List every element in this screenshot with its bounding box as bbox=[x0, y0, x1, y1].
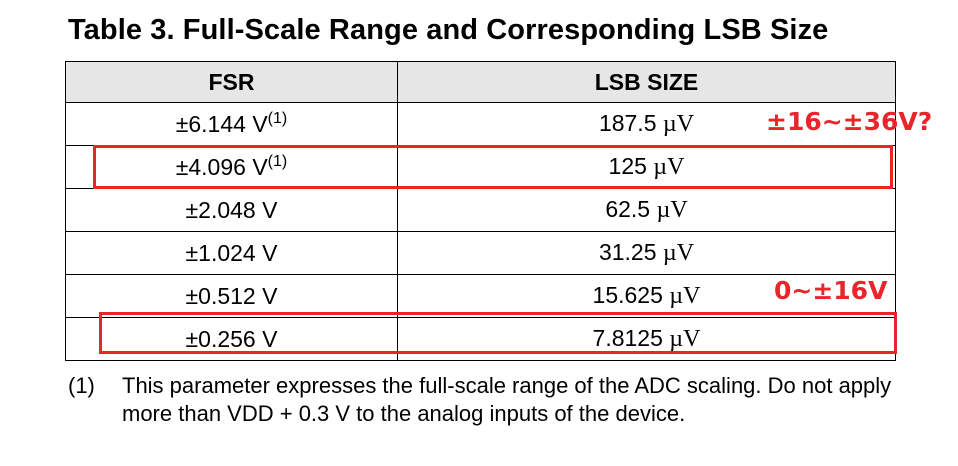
lsb-value: 187.5 bbox=[598, 110, 657, 136]
lsb-cell: 31.25 µV bbox=[397, 231, 896, 275]
annotation-low-range: 0~±16V bbox=[774, 276, 888, 305]
table-row: ±2.048 V 62.5 µV bbox=[65, 188, 896, 232]
fsr-value: ±4.096 V bbox=[175, 153, 268, 180]
lsb-unit: µV bbox=[656, 197, 688, 223]
lsb-value: 15.625 bbox=[592, 282, 663, 308]
lsb-unit: µV bbox=[662, 111, 695, 137]
table-header-row: FSR LSB SIZE bbox=[65, 61, 896, 103]
fsr-table: FSR LSB SIZE ±6.144 V(1) 187.5 µV ±4.096… bbox=[65, 61, 896, 361]
lsb-value: 125 bbox=[608, 153, 647, 179]
fsr-value: ±6.144 V bbox=[175, 110, 268, 137]
lsb-cell: 62.5 µV bbox=[397, 188, 896, 232]
annotation-high-range: ±16~±36V? bbox=[766, 107, 933, 136]
fsr-cell: ±6.144 V(1) bbox=[65, 102, 398, 146]
lsb-cell: 125 µV bbox=[397, 145, 896, 189]
lsb-value: 62.5 bbox=[605, 196, 651, 222]
table-title: Table 3. Full-Scale Range and Correspond… bbox=[68, 14, 829, 46]
column-header-fsr: FSR bbox=[65, 61, 398, 103]
footnote-ref: (1) bbox=[267, 109, 288, 127]
fsr-cell: ±1.024 V bbox=[65, 231, 398, 275]
lsb-value: 7.8125 bbox=[592, 325, 663, 351]
footnote-number: (1) bbox=[68, 373, 95, 398]
highlight-box-4096 bbox=[93, 145, 893, 189]
lsb-unit: µV bbox=[662, 240, 695, 266]
fsr-value: ±0.512 V bbox=[185, 282, 278, 309]
table-row: ±1.024 V 31.25 µV bbox=[65, 231, 896, 275]
table-row: ±0.512 V 15.625 µV bbox=[65, 274, 896, 318]
footnote-text: This parameter expresses the full-scale … bbox=[122, 373, 892, 426]
fsr-value: ±0.256 V bbox=[185, 325, 278, 352]
footnote-ref: (1) bbox=[267, 152, 288, 170]
fsr-cell: ±0.512 V bbox=[65, 274, 398, 318]
lsb-value: 31.25 bbox=[598, 239, 657, 265]
lsb-unit: µV bbox=[653, 154, 685, 180]
fsr-value: ±1.024 V bbox=[185, 239, 278, 266]
table-row: ±0.256 V 7.8125 µV bbox=[65, 317, 896, 361]
lsb-unit: µV bbox=[669, 283, 701, 309]
column-header-lsb-size: LSB SIZE bbox=[397, 61, 896, 103]
fsr-value: ±2.048 V bbox=[185, 196, 278, 223]
fsr-cell: ±2.048 V bbox=[65, 188, 398, 232]
lsb-unit: µV bbox=[669, 326, 701, 352]
highlight-box-0256 bbox=[99, 312, 897, 354]
